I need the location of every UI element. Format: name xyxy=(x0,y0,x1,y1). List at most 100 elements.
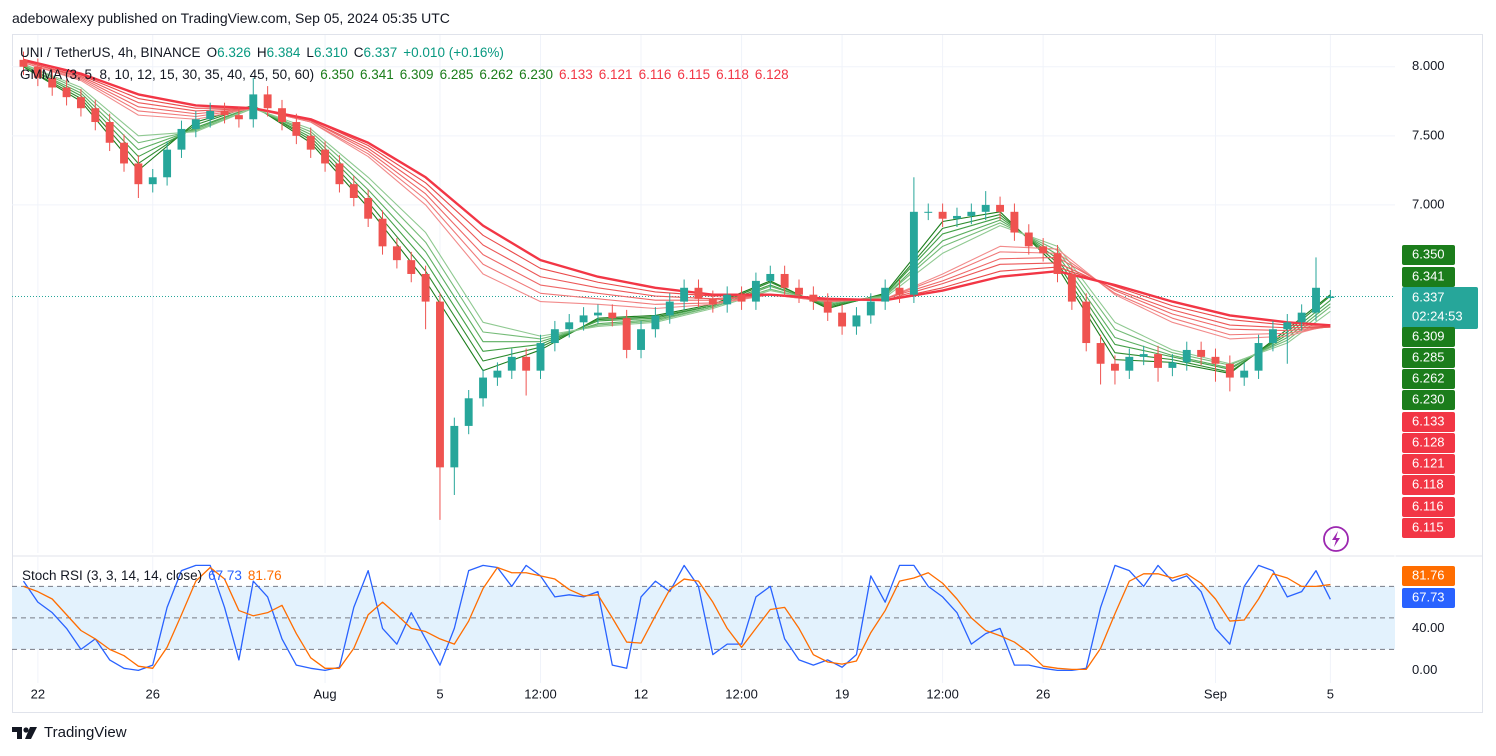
gmma-badge-label: 6.230 xyxy=(1412,391,1445,406)
gmma-badge-label: 6.309 xyxy=(1412,328,1445,343)
bands xyxy=(12,585,1395,650)
candle-body xyxy=(19,59,28,67)
gmma-badge-label: 6.116 xyxy=(1412,498,1444,513)
candle-body xyxy=(48,77,57,88)
candle-body xyxy=(651,315,660,330)
gmma-value: 6.133 xyxy=(558,67,593,82)
gmma-badge xyxy=(1402,348,1455,368)
candle-body xyxy=(866,301,875,316)
candle-body xyxy=(838,312,847,327)
ohlc-value: 6.384 xyxy=(266,45,301,60)
candles xyxy=(19,51,1335,520)
candle-body xyxy=(536,343,545,371)
gmma-badge-label: 6.285 xyxy=(1412,349,1445,364)
gmma-line xyxy=(23,63,1331,366)
stoch-line xyxy=(22,564,1331,672)
candle-body xyxy=(579,315,588,323)
candle-body xyxy=(723,294,732,305)
x-tick-label: Aug xyxy=(314,686,337,701)
candle-body xyxy=(464,398,473,426)
gmma-badge-label: 6.341 xyxy=(1412,268,1445,283)
candle-body xyxy=(1039,246,1048,254)
candle-body xyxy=(120,142,128,164)
x-tick-label: 26 xyxy=(146,686,160,701)
candle-body xyxy=(1096,343,1105,364)
gmma-badge xyxy=(1402,475,1455,495)
candle-body xyxy=(665,301,674,316)
ohlc-key: C xyxy=(353,45,364,60)
gmma-badge xyxy=(1402,433,1455,453)
gmma-line xyxy=(23,64,1331,369)
candle-body xyxy=(1168,362,1177,368)
gmma-value: 6.309 xyxy=(399,67,434,82)
candle-body xyxy=(306,135,315,150)
candle-body xyxy=(895,287,904,295)
y-tick-label: 7.500 xyxy=(1412,127,1445,142)
candle-body xyxy=(364,197,373,219)
stoch-lines xyxy=(22,564,1331,672)
candle-body xyxy=(62,87,71,98)
last-price-label: 6.337 xyxy=(1412,289,1445,304)
gmma-badge-label: 6.350 xyxy=(1412,246,1445,261)
gmma-value: 6.230 xyxy=(519,67,553,82)
gmma-badge xyxy=(1402,454,1455,474)
gmma-badge xyxy=(1402,390,1455,410)
candle-body xyxy=(996,204,1005,212)
gmma xyxy=(23,58,1331,374)
candle-body xyxy=(91,108,100,123)
change-value: +0.010 (+0.16%) xyxy=(403,45,504,60)
candle-body xyxy=(1240,370,1249,378)
gmma-value: 6.118 xyxy=(716,67,749,82)
candle-body xyxy=(795,287,803,295)
candle-body xyxy=(550,329,559,344)
candle-body xyxy=(292,122,301,136)
candle-body xyxy=(1139,354,1148,357)
candle-body xyxy=(1024,232,1033,247)
gmma-value: 6.285 xyxy=(439,67,474,82)
x-tick-label: 12:00 xyxy=(524,686,557,701)
x-tick-label: 5 xyxy=(1327,686,1334,701)
candle-body xyxy=(1067,273,1076,302)
candle-body xyxy=(852,315,861,327)
gmma-value: 6.128 xyxy=(754,67,789,82)
ohlc-key: O xyxy=(206,45,218,60)
gmma-badge-label: 6.121 xyxy=(1412,455,1445,470)
candle-body xyxy=(1297,312,1306,323)
gmma-title: GMMA (3, 5, 8, 10, 12, 15, 30, 35, 40, 4… xyxy=(20,67,315,82)
x-tick-label: 22 xyxy=(31,686,45,701)
candle-body xyxy=(522,356,531,371)
alert-icon[interactable] xyxy=(1323,526,1349,552)
candle-body xyxy=(1154,354,1162,368)
candle-body xyxy=(881,287,890,302)
candle-body xyxy=(981,204,990,212)
alert-circle[interactable] xyxy=(1323,526,1349,552)
gmma-badge-label: 6.115 xyxy=(1412,519,1444,534)
x-tick-label: 26 xyxy=(1036,686,1050,701)
candle-body xyxy=(507,356,516,371)
candle-body xyxy=(33,66,42,78)
y-tick-label: 40.00 xyxy=(1412,620,1445,635)
candle-body xyxy=(1182,349,1191,363)
candle-body xyxy=(924,211,933,213)
candle-body xyxy=(177,128,186,150)
candle-body xyxy=(1312,287,1320,313)
x-tick-label: 12:00 xyxy=(926,686,959,701)
candle-body xyxy=(206,110,215,120)
candle-body xyxy=(1010,211,1019,233)
gmma-badge xyxy=(1402,267,1455,287)
gmma-value: 6.116 xyxy=(638,67,672,82)
brand-name: TradingView xyxy=(44,724,127,741)
ohlc-key: L xyxy=(306,45,314,60)
stoch-value: 67.73 xyxy=(208,568,242,583)
candle-body xyxy=(1111,363,1119,371)
candle-body xyxy=(766,273,775,281)
candle-body xyxy=(278,108,286,123)
stoch-badge xyxy=(1402,566,1455,586)
candle-body xyxy=(622,318,631,350)
gmma-value: 6.350 xyxy=(320,67,354,82)
candle-body xyxy=(809,294,818,302)
alert-bolt[interactable] xyxy=(1332,531,1340,547)
candle-body xyxy=(436,301,444,468)
